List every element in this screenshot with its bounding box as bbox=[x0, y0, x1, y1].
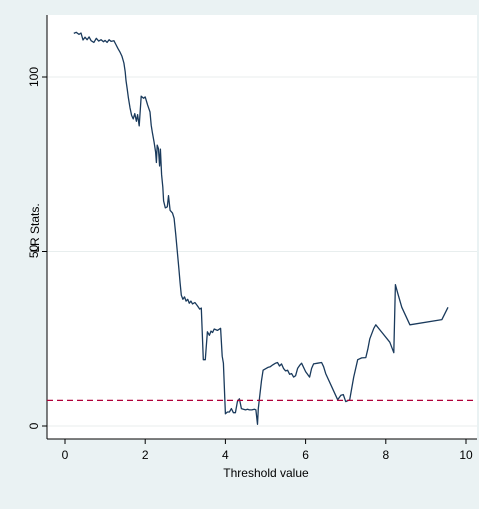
x-axis-label: Threshold value bbox=[223, 466, 309, 480]
y-tick-label: 50 bbox=[27, 245, 41, 259]
plot-background bbox=[47, 15, 477, 439]
grid-lines bbox=[47, 76, 477, 427]
x-tick-label: 8 bbox=[382, 448, 389, 462]
y-axis-label: LR Stats. bbox=[28, 203, 42, 252]
x-tick-label: 0 bbox=[62, 448, 69, 462]
x-tick-label: 10 bbox=[459, 448, 473, 462]
x-axis-ticks: 0 2 4 6 8 10 bbox=[62, 439, 473, 462]
series-line bbox=[73, 31, 449, 425]
y-axis-ticks: 0 50 100 bbox=[27, 67, 47, 429]
y-tick-label: 0 bbox=[27, 422, 41, 429]
y-tick-label: 100 bbox=[27, 67, 41, 87]
x-tick-label: 2 bbox=[142, 448, 149, 462]
x-tick-label: 6 bbox=[302, 448, 309, 462]
x-tick-label: 4 bbox=[222, 448, 229, 462]
